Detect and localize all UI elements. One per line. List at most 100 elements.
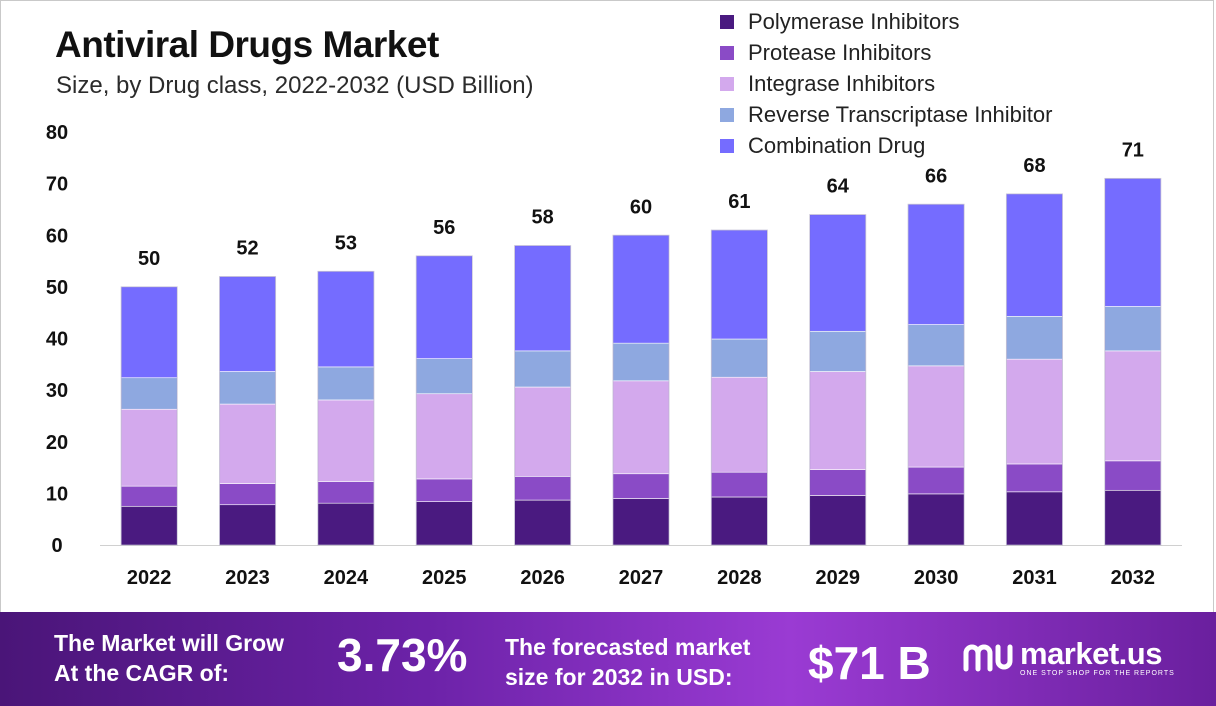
legend-item: Integrase Inhibitors bbox=[720, 68, 1052, 99]
chart-subtitle: Size, by Drug class, 2022-2032 (USD Bill… bbox=[56, 72, 534, 99]
bar-segment bbox=[514, 350, 571, 388]
chart-title: Antiviral Drugs Market bbox=[55, 24, 439, 65]
y-tick-label: 20 bbox=[46, 432, 68, 454]
bar-segment bbox=[809, 495, 867, 546]
forecast-label-line1: The forecasted market bbox=[505, 634, 751, 660]
bar-segment bbox=[907, 365, 965, 468]
bar-segment bbox=[809, 469, 867, 496]
bar-segment bbox=[809, 371, 867, 470]
y-tick-label: 0 bbox=[51, 535, 62, 557]
bar-total-label: 53 bbox=[335, 232, 357, 254]
bar-segment bbox=[612, 380, 670, 475]
bar-segment bbox=[120, 408, 178, 487]
bar-segment bbox=[1006, 193, 1063, 317]
bar-total-label: 64 bbox=[827, 176, 850, 198]
legend-label: Reverse Transcriptase Inhibitor bbox=[748, 101, 1053, 127]
bar-segment bbox=[711, 496, 768, 546]
bar-total-label: 52 bbox=[236, 238, 258, 260]
bar-segment bbox=[415, 393, 473, 480]
bar-total-label: 50 bbox=[138, 248, 160, 270]
bar-total-label: 60 bbox=[630, 196, 652, 218]
legend-label: Polymerase Inhibitors bbox=[748, 8, 960, 34]
cagr-value: 3.73% bbox=[337, 629, 468, 681]
bar-segment bbox=[415, 478, 473, 502]
bar-segment bbox=[907, 324, 965, 367]
bar-segment bbox=[907, 203, 965, 325]
legend-label: Combination Drug bbox=[748, 132, 926, 158]
bar-segment bbox=[219, 276, 276, 372]
bar-segment bbox=[1104, 178, 1162, 307]
y-tick-label: 60 bbox=[46, 225, 68, 247]
bar-outline bbox=[809, 214, 867, 546]
bar-outline bbox=[710, 229, 768, 546]
y-tick-label: 50 bbox=[46, 277, 68, 299]
bar-segment bbox=[612, 498, 670, 546]
bar-segment bbox=[711, 229, 768, 340]
legend-item: Reverse Transcriptase Inhibitor bbox=[720, 99, 1052, 130]
market-us-logo-icon bbox=[963, 644, 1013, 671]
bar-outline bbox=[1104, 177, 1162, 546]
y-tick-label: 10 bbox=[46, 483, 68, 505]
bar-total-label: 71 bbox=[1122, 139, 1144, 161]
bar-segment bbox=[1104, 306, 1162, 352]
bar-segment bbox=[907, 493, 965, 546]
bar-segment bbox=[1104, 489, 1162, 546]
bar-segment bbox=[219, 371, 276, 405]
bar-outline bbox=[415, 255, 473, 546]
x-tick-label: 2032 bbox=[1111, 567, 1156, 589]
cagr-label: The Market will Grow At the CAGR of: bbox=[54, 628, 284, 688]
bar-segment bbox=[514, 386, 571, 477]
bar-segment bbox=[415, 255, 473, 359]
bar-segment bbox=[219, 504, 276, 546]
bar-segment bbox=[809, 214, 867, 332]
legend-item: Combination Drug bbox=[720, 130, 1052, 161]
footer-banner: The Market will Grow At the CAGR of: 3.7… bbox=[0, 612, 1216, 706]
bar-segment bbox=[1006, 463, 1063, 493]
x-tick-label: 2029 bbox=[815, 567, 860, 589]
bar-total-label: 68 bbox=[1023, 155, 1045, 177]
bar-segment bbox=[612, 234, 670, 344]
y-tick-label: 70 bbox=[46, 174, 68, 196]
bar-segment bbox=[1006, 358, 1063, 465]
forecast-label: The forecasted market size for 2032 in U… bbox=[505, 632, 750, 692]
forecast-label-line2: size for 2032 in USD: bbox=[505, 664, 733, 690]
x-tick-label: 2028 bbox=[717, 567, 762, 589]
bar-outline bbox=[514, 245, 572, 546]
chart-legend: Polymerase Inhibitors Protease Inhibitors… bbox=[720, 6, 1052, 161]
legend-swatch bbox=[720, 76, 734, 91]
bar-total-label: 58 bbox=[532, 207, 554, 229]
bar-segment bbox=[317, 366, 375, 401]
bar-segment bbox=[1006, 491, 1063, 546]
bar-segment bbox=[317, 502, 375, 546]
bar-outline bbox=[120, 286, 178, 546]
bar-segment bbox=[612, 342, 670, 382]
brand-name: market.us bbox=[1020, 636, 1162, 671]
brand-logo: market.us ONE STOP SHOP FOR THE REPORTS bbox=[962, 636, 1175, 677]
bar-segment bbox=[1104, 350, 1162, 462]
bar-segment bbox=[711, 471, 768, 498]
x-tick-label: 2023 bbox=[225, 567, 270, 589]
cagr-label-line1: The Market will Grow bbox=[54, 630, 285, 656]
bar-segment bbox=[317, 271, 375, 368]
legend-swatch bbox=[720, 14, 734, 29]
bar-total-label: 61 bbox=[728, 191, 750, 213]
bar-total-label: 66 bbox=[925, 165, 947, 187]
bar-segment bbox=[711, 376, 768, 473]
bar-segment bbox=[907, 466, 965, 495]
bar-segment bbox=[1104, 460, 1162, 491]
bar-segment bbox=[415, 501, 473, 546]
bar-outline bbox=[612, 234, 670, 546]
y-tick-label: 40 bbox=[46, 329, 68, 351]
bar-outline bbox=[907, 203, 965, 546]
bar-segment bbox=[120, 485, 178, 507]
cagr-label-line2: At the CAGR of: bbox=[54, 660, 230, 686]
bar-outline bbox=[1005, 193, 1063, 546]
bar-total-label: 56 bbox=[433, 217, 455, 239]
x-tick-label: 2027 bbox=[619, 567, 664, 589]
x-tick-label: 2030 bbox=[914, 567, 959, 589]
y-tick-label: 30 bbox=[46, 380, 68, 402]
brand-tagline: ONE STOP SHOP FOR THE REPORTS bbox=[1020, 670, 1175, 677]
x-tick-label: 2024 bbox=[324, 567, 369, 589]
bar-outline bbox=[219, 276, 277, 546]
bar-segment bbox=[317, 481, 375, 504]
